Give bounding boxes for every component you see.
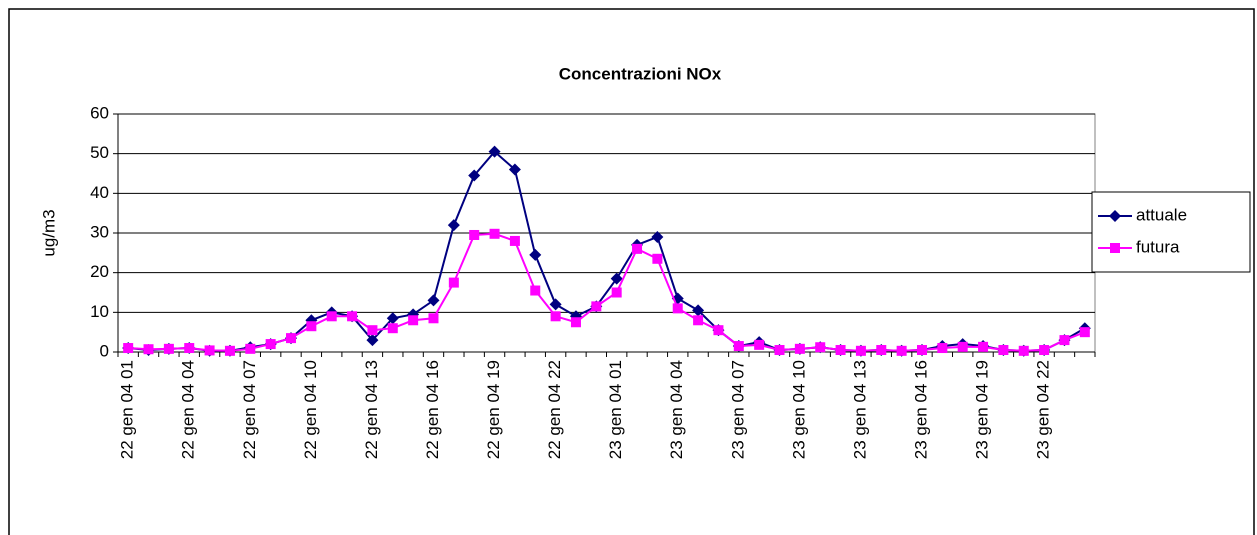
marker [632, 243, 643, 254]
marker [855, 345, 866, 356]
x-tick-label: 22 gen 04 13 [362, 360, 381, 459]
marker [774, 345, 785, 356]
marker [408, 315, 419, 326]
marker [794, 343, 805, 354]
marker [1039, 345, 1050, 356]
x-tick-label: 22 gen 04 04 [179, 360, 198, 459]
marker [204, 345, 215, 356]
x-tick-label: 23 gen 04 13 [850, 360, 869, 459]
marker [652, 253, 663, 264]
marker [447, 219, 460, 232]
marker [957, 341, 968, 352]
marker [998, 345, 1009, 356]
marker [468, 169, 481, 182]
marker [570, 317, 581, 328]
marker [1109, 210, 1121, 222]
marker [469, 229, 480, 240]
marker [366, 334, 379, 347]
marker [265, 339, 276, 350]
marker [672, 303, 683, 314]
marker [245, 343, 256, 354]
x-tick-label: 23 gen 04 07 [728, 360, 747, 459]
y-tick-label: 10 [90, 302, 109, 321]
marker [651, 230, 664, 243]
x-tick-label: 23 gen 04 22 [1034, 360, 1053, 459]
x-tick-label: 22 gen 04 19 [484, 360, 503, 459]
x-tick-label: 23 gen 04 16 [911, 360, 930, 459]
x-tick-label: 23 gen 04 10 [789, 360, 808, 459]
marker [123, 343, 134, 354]
marker [184, 343, 195, 354]
marker [306, 321, 317, 332]
marker [549, 298, 562, 311]
marker [427, 294, 440, 307]
marker [896, 345, 907, 356]
marker [529, 248, 542, 261]
marker [224, 345, 235, 356]
x-tick-label: 22 gen 04 10 [301, 360, 320, 459]
marker [550, 311, 561, 322]
marker [1059, 335, 1070, 346]
x-tick-label: 23 gen 04 04 [667, 360, 686, 459]
marker [326, 311, 337, 322]
marker [386, 312, 399, 325]
marker [286, 333, 297, 344]
marker [815, 342, 826, 353]
marker [693, 315, 704, 326]
x-tick-label: 23 gen 04 19 [973, 360, 992, 459]
x-tick-label: 22 gen 04 16 [423, 360, 442, 459]
x-tick-label: 22 gen 04 01 [118, 360, 137, 459]
marker [143, 344, 154, 355]
y-tick-label: 40 [90, 183, 109, 202]
y-tick-label: 60 [90, 103, 109, 122]
marker [713, 325, 724, 336]
marker [876, 345, 887, 356]
marker [509, 235, 520, 246]
chart-title: Concentrazioni NOx [559, 64, 722, 83]
marker [1110, 243, 1120, 253]
x-tick-label: 23 gen 04 01 [606, 360, 625, 459]
marker [591, 301, 602, 312]
marker [978, 341, 989, 352]
marker [733, 341, 744, 352]
marker [488, 145, 501, 158]
marker [508, 163, 521, 176]
y-tick-label: 50 [90, 143, 109, 162]
legend-label: attuale [1136, 205, 1187, 224]
marker [1079, 327, 1090, 338]
marker [163, 343, 174, 354]
marker [937, 343, 948, 354]
y-tick-label: 30 [90, 222, 109, 241]
y-tick-label: 20 [90, 262, 109, 281]
marker [367, 325, 378, 336]
legend-box [1091, 191, 1251, 273]
marker [835, 345, 846, 356]
marker [428, 313, 439, 324]
y-axis-label: ug/m3 [39, 209, 58, 256]
marker [387, 323, 398, 334]
marker [916, 345, 927, 356]
marker [530, 285, 541, 296]
marker [489, 228, 500, 239]
legend-label: futura [1136, 237, 1180, 256]
marker [754, 339, 765, 350]
marker [448, 277, 459, 288]
marker [611, 287, 622, 298]
marker [1018, 345, 1029, 356]
y-tick-label: 0 [100, 341, 109, 360]
marker [347, 311, 358, 322]
marker [610, 272, 623, 285]
x-tick-label: 22 gen 04 07 [240, 360, 259, 459]
marker [692, 304, 705, 317]
x-tick-label: 22 gen 04 22 [545, 360, 564, 459]
